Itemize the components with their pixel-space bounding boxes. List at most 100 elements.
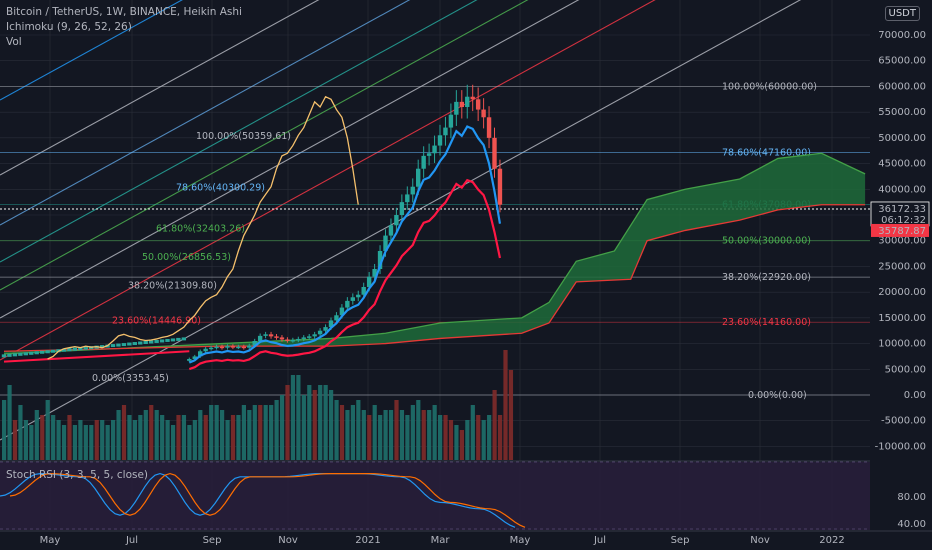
fib-label-left: 0.00%(3353.45) (92, 373, 169, 384)
candle-body (214, 346, 219, 349)
fib-label-left: 23.60%(14446.90) (112, 316, 201, 327)
candle-body (208, 347, 214, 350)
price-tick: 15000.00 (878, 313, 926, 324)
candle-body (192, 356, 197, 359)
volume-bar (421, 410, 426, 460)
volume-bar (143, 410, 148, 460)
candle-body (159, 339, 165, 343)
volume-bar (487, 415, 492, 460)
price-tick: 55000.00 (878, 107, 926, 118)
time-tick: Jul (593, 535, 606, 546)
volume-bar (465, 420, 470, 460)
volume-bar (361, 410, 366, 460)
price-tick: 20000.00 (878, 287, 926, 298)
senkou-span-b (3, 204, 866, 352)
candle-body (345, 300, 350, 308)
candle-body (1, 354, 7, 358)
candle-body (312, 334, 317, 337)
candle-body (290, 339, 296, 342)
candle-body (132, 342, 137, 346)
ichimoku-value-label: 35787.87 (878, 226, 926, 237)
volume-bar (476, 415, 481, 460)
rsi-tick: 80.00 (897, 492, 926, 503)
price-tick: 5000.00 (885, 364, 926, 375)
volume-bar (56, 420, 61, 460)
price-tick: 25000.00 (878, 261, 926, 272)
candle-body (165, 338, 170, 342)
candle-body (72, 347, 78, 351)
volume-legend[interactable]: Vol (6, 36, 22, 48)
stoch-rsi-legend[interactable]: Stoch RSI (3, 3, 5, 5, close) (6, 469, 149, 481)
volume-bar (356, 400, 361, 460)
ichimoku-cloud (3, 152, 866, 355)
volume-bar (383, 410, 388, 460)
volume-bar (105, 425, 110, 460)
volume-bar (230, 415, 236, 460)
fib-label-left: 100.00%(50359.61) (196, 131, 291, 142)
candle-body (252, 341, 257, 346)
candle-body (148, 340, 154, 344)
lagging-span (47, 95, 359, 360)
candle-body (296, 338, 301, 341)
candle-body (138, 341, 143, 345)
candle-body (39, 350, 45, 354)
volume-bar (209, 405, 214, 460)
volume-bar (12, 420, 18, 460)
volume-bar (318, 385, 323, 460)
volume-bar (274, 400, 279, 460)
candle-body (7, 353, 12, 357)
candle-body (317, 330, 323, 335)
ichimoku-legend[interactable]: Ichimoku (9, 26, 52, 26) (6, 21, 132, 33)
candle-body (416, 168, 421, 187)
candle-body (481, 109, 486, 118)
volume-bar (329, 390, 334, 460)
volume-bar (503, 350, 508, 460)
volume-bar (323, 385, 328, 460)
price-tick: 50000.00 (878, 133, 926, 144)
volume-bar (100, 420, 105, 460)
candle-body (18, 352, 23, 356)
candle-body (78, 347, 83, 351)
volume-bar (372, 405, 377, 460)
price-tick: 0.00 (904, 390, 926, 401)
price-axis: 70000.00 65000.00 60000.00 55000.00 50000.00… (870, 0, 932, 550)
currency-button[interactable]: USDT (884, 6, 920, 21)
volume-bar (214, 405, 219, 460)
volume-bar (149, 405, 154, 460)
candle-body (410, 186, 415, 195)
volume-bar (427, 410, 432, 460)
volume-bar (203, 415, 208, 460)
volume-bar (334, 400, 339, 460)
fib-label-right: 100.00%(60000.00) (722, 81, 817, 92)
candle-body (187, 359, 192, 361)
volume-bar (301, 395, 306, 460)
volume-bar (350, 405, 355, 460)
volume-bar (290, 375, 296, 460)
candle-body (437, 135, 443, 146)
candle-body (486, 117, 492, 138)
volume-bar (72, 425, 78, 460)
volume-bar (154, 410, 159, 460)
candle-body (236, 346, 241, 349)
stoch-rsi-pane (0, 460, 932, 530)
trend-line (0, 0, 478, 263)
candle-body (230, 346, 236, 348)
trend-line (0, 0, 580, 319)
volume-bar (459, 430, 464, 460)
candle-body (99, 345, 105, 349)
volume-bar (454, 425, 459, 460)
price-tick: 65000.00 (878, 56, 926, 67)
candle-body (170, 338, 176, 342)
time-tick: Sep (671, 535, 690, 546)
trend-line (0, 0, 529, 291)
candle-body (50, 349, 56, 353)
candle-body (198, 351, 203, 357)
volume-bar (399, 410, 405, 460)
volume-bar (367, 415, 372, 460)
fib-label-left: 78.60%(40300.29) (176, 183, 265, 194)
symbol-title: Bitcoin / TetherUS, 1W, BINANCE, Heikin … (6, 6, 242, 18)
time-tick: Sep (203, 535, 222, 546)
candle-body (67, 348, 72, 352)
volume-bar (492, 390, 497, 460)
